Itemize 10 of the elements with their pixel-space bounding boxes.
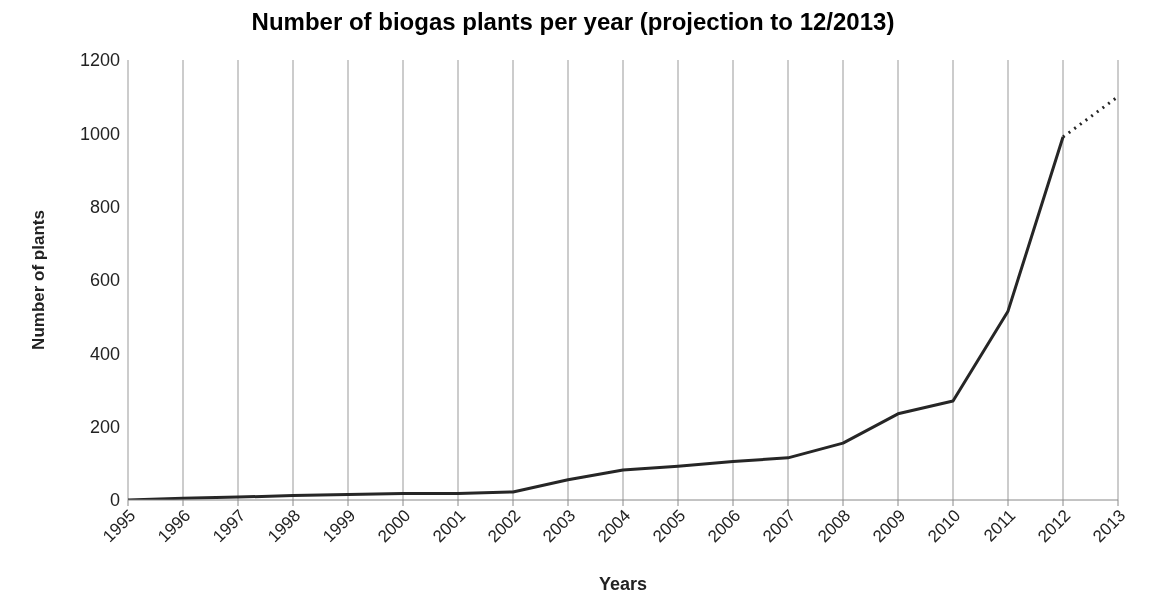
- y-tick-label: 1000: [79, 123, 120, 144]
- y-axis-title: Number of plants: [29, 210, 49, 350]
- y-tick-label: 1200: [79, 50, 120, 71]
- y-tick-label: 0: [109, 490, 120, 511]
- y-tick-label: 200: [89, 417, 120, 438]
- y-tick-label: 400: [89, 343, 120, 364]
- chart-title: Number of biogas plants per year (projection to 12/2013): [250, 8, 896, 36]
- x-axis-title: Years: [598, 574, 648, 594]
- y-tick-label: 800: [89, 197, 120, 218]
- y-tick-label: 600: [89, 270, 120, 291]
